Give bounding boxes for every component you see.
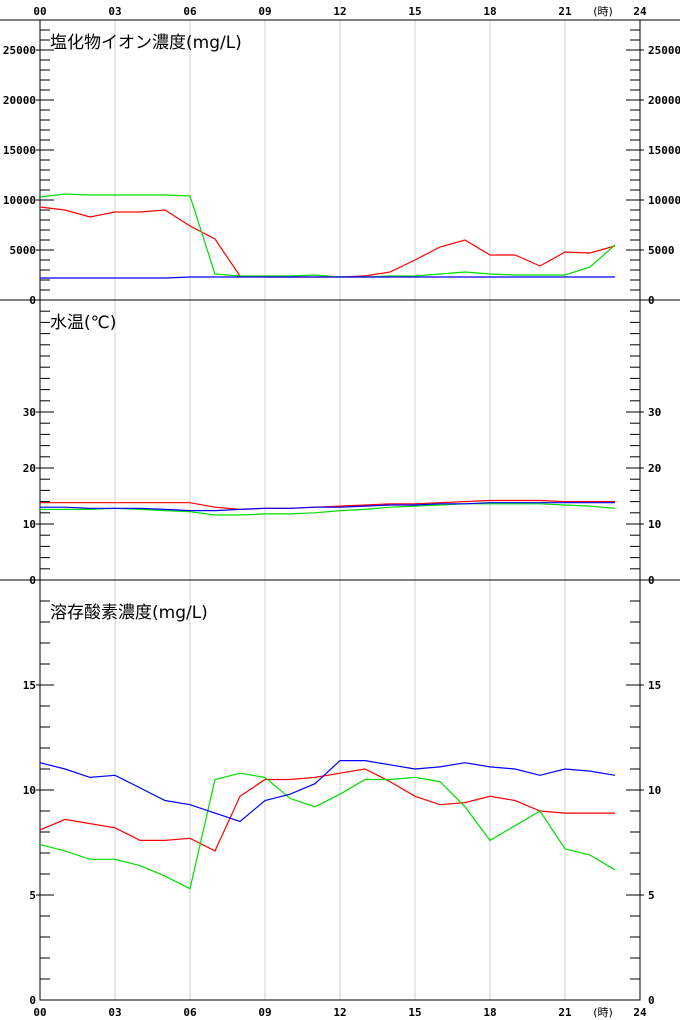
y-tick-right-10: 10 xyxy=(648,518,661,531)
series-line-1-1 xyxy=(40,503,616,516)
y-tick-right-15: 15 xyxy=(648,679,661,692)
x-tick-bottom-18: 18 xyxy=(483,1006,496,1019)
y-tick-right-20: 20 xyxy=(648,462,661,475)
y-tick-left-10000: 10000 xyxy=(3,194,36,207)
x-tick-top-12: 12 xyxy=(333,5,346,18)
x-tick-top-21: 21 xyxy=(558,5,572,18)
panel-title-1: 水温(℃) xyxy=(50,313,116,333)
x-tick-top-15: 15 xyxy=(408,5,421,18)
series-line-0-0 xyxy=(39,206,616,278)
x-tick-bottom-03: 03 xyxy=(108,1006,121,1019)
y-tick-right-0: 0 xyxy=(648,994,655,1007)
x-tick-top-06: 06 xyxy=(183,5,197,18)
y-tick-right-5000: 5000 xyxy=(648,244,675,257)
x-tick-top-09: 09 xyxy=(258,5,271,18)
series-line-2-2 xyxy=(39,759,616,823)
x-tick-bottom-00: 00 xyxy=(33,1006,46,1019)
x-tick-top-18: 18 xyxy=(483,5,496,18)
x-unit-top: (時) xyxy=(593,5,613,18)
y-tick-right-25000: 25000 xyxy=(648,44,680,57)
y-tick-left-20: 20 xyxy=(23,462,36,475)
panel-title-2: 溶存酸素濃度(mg/L) xyxy=(50,603,208,623)
y-tick-left-15000: 15000 xyxy=(3,144,36,157)
y-tick-left-20000: 20000 xyxy=(3,94,36,107)
y-tick-left-5000: 5000 xyxy=(10,244,37,257)
y-tick-right-10: 10 xyxy=(648,784,661,797)
y-tick-left-10: 10 xyxy=(23,784,36,797)
y-tick-left-5: 5 xyxy=(29,889,36,902)
panel-title-0: 塩化物イオン濃度(mg/L) xyxy=(50,33,242,53)
y-tick-left-30: 30 xyxy=(23,406,36,419)
y-tick-left-0: 0 xyxy=(29,994,36,1007)
x-tick-bottom-12: 12 xyxy=(333,1006,346,1019)
x-tick-bottom-15: 15 xyxy=(408,1006,421,1019)
x-tick-bottom-21: 21 xyxy=(558,1006,572,1019)
series-line-0-1 xyxy=(39,193,616,278)
y-tick-left-10: 10 xyxy=(23,518,36,531)
x-tick-bottom-24: 24 xyxy=(633,1006,647,1019)
x-unit-bottom: (時) xyxy=(593,1006,613,1019)
y-tick-left-15: 15 xyxy=(23,679,36,692)
y-tick-left-25000: 25000 xyxy=(3,44,36,57)
x-tick-bottom-06: 06 xyxy=(183,1006,197,1019)
series-line-1-2 xyxy=(40,502,615,512)
x-tick-top-24: 24 xyxy=(633,5,647,18)
y-tick-right-15000: 15000 xyxy=(648,144,680,157)
y-tick-right-10000: 10000 xyxy=(648,194,680,207)
series-line-2-1 xyxy=(39,772,616,890)
x-tick-top-00: 00 xyxy=(33,5,46,18)
y-tick-right-5: 5 xyxy=(648,889,655,902)
x-tick-bottom-09: 09 xyxy=(258,1006,271,1019)
x-tick-top-03: 03 xyxy=(108,5,121,18)
series-line-0-2 xyxy=(40,276,615,279)
y-tick-right-30: 30 xyxy=(648,406,661,419)
series-line-2-0 xyxy=(39,768,615,852)
y-tick-right-20000: 20000 xyxy=(648,94,680,107)
